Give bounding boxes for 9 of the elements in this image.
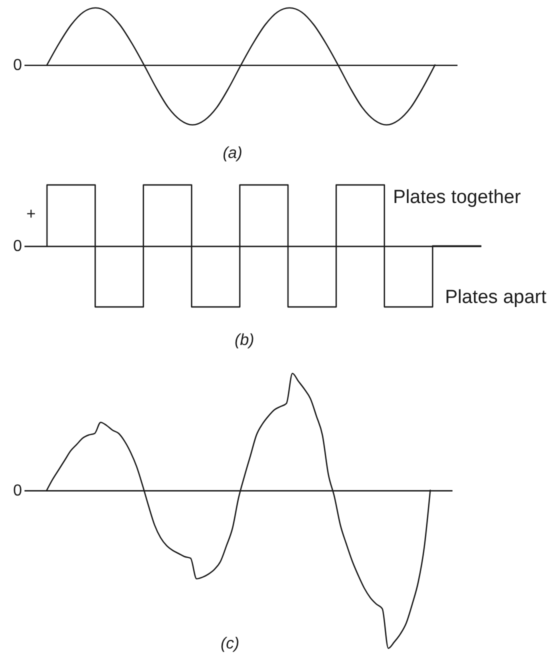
text: (b)	[234, 332, 254, 349]
annotation: Plates together	[393, 186, 522, 208]
text: (c)	[220, 636, 240, 653]
annotation: Plates apart	[445, 286, 548, 308]
text: 0	[13, 482, 22, 500]
text: 0	[13, 56, 22, 74]
text: (a)	[222, 144, 242, 162]
annotation: +	[26, 206, 36, 223]
text: 0	[13, 238, 22, 255]
